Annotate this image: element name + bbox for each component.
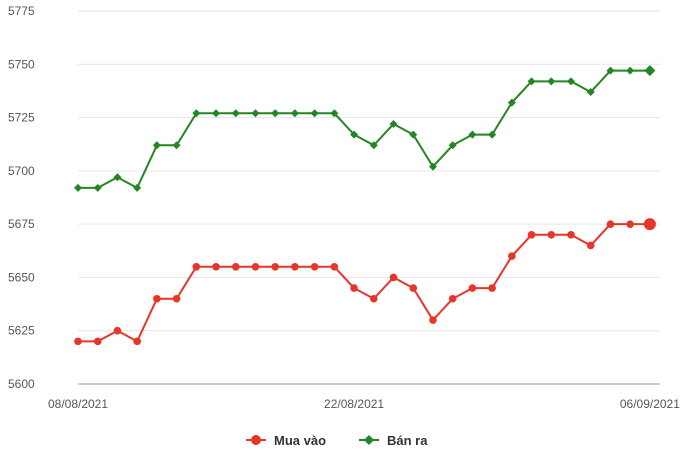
x-tick-label: 22/08/2021 [324, 397, 384, 411]
data-point[interactable] [271, 109, 280, 118]
data-point[interactable] [330, 262, 339, 271]
data-point[interactable] [508, 252, 516, 260]
data-point[interactable] [310, 262, 319, 271]
data-point[interactable] [488, 130, 497, 139]
data-point[interactable] [547, 77, 556, 86]
data-point[interactable] [586, 241, 595, 250]
data-point[interactable] [606, 66, 615, 75]
y-tick-label: 5775 [8, 4, 35, 18]
data-point[interactable] [74, 337, 82, 346]
data-point[interactable] [290, 109, 299, 118]
x-tick-label: 06/09/2021 [620, 397, 680, 411]
data-point[interactable] [644, 65, 656, 77]
x-tick-label: 08/08/2021 [48, 397, 108, 411]
data-point[interactable] [231, 109, 240, 118]
data-point[interactable] [527, 77, 536, 86]
data-point[interactable] [133, 183, 142, 192]
data-point[interactable] [389, 273, 398, 282]
data-point[interactable] [468, 130, 477, 139]
data-point[interactable] [350, 284, 358, 292]
data-point[interactable] [192, 109, 201, 118]
grid [78, 10, 660, 332]
data-point[interactable] [547, 231, 556, 239]
series-line [78, 69, 650, 190]
data-point[interactable] [133, 337, 141, 346]
data-point[interactable] [350, 130, 359, 139]
y-tick-label: 5725 [8, 111, 35, 125]
y-tick-label: 5650 [8, 270, 35, 284]
data-point[interactable] [251, 262, 260, 271]
data-point[interactable] [448, 141, 457, 150]
y-tick-label: 5600 [8, 377, 35, 391]
data-point[interactable] [93, 337, 102, 346]
y-tick-label: 5700 [8, 164, 35, 178]
data-point[interactable] [310, 109, 319, 118]
data-point[interactable] [113, 326, 122, 335]
data-point[interactable] [606, 220, 615, 228]
data-point[interactable] [409, 130, 418, 139]
legend-item-mua-vao[interactable]: Mua vào [246, 433, 326, 448]
data-point[interactable] [567, 231, 575, 239]
y-tick-label: 5625 [8, 324, 35, 338]
series-line [78, 223, 650, 343]
data-point[interactable] [643, 218, 656, 231]
data-point[interactable] [172, 294, 181, 303]
data-point[interactable] [626, 66, 635, 75]
data-point[interactable] [448, 294, 457, 303]
data-point[interactable] [74, 183, 82, 192]
data-point[interactable] [251, 109, 260, 118]
series-mua-vao [74, 218, 656, 346]
axes: 5600 5625 5650 5675 5700 5725 5750 5775 08/08/20… [8, 4, 680, 411]
data-point[interactable] [291, 262, 299, 271]
data-point[interactable] [330, 109, 339, 118]
legend-label: Mua vào [274, 433, 326, 448]
data-point[interactable] [172, 141, 181, 150]
y-tick-label: 5675 [8, 217, 35, 231]
data-point[interactable] [192, 262, 201, 271]
series-ban-ra [74, 65, 656, 192]
data-point[interactable] [231, 262, 240, 271]
data-point[interactable] [409, 284, 418, 292]
data-point[interactable] [488, 284, 496, 292]
data-point[interactable] [271, 262, 280, 271]
data-point[interactable] [429, 316, 437, 324]
data-point[interactable] [369, 141, 378, 150]
data-point[interactable] [212, 109, 221, 118]
data-point[interactable] [527, 231, 536, 239]
data-point[interactable] [153, 294, 161, 303]
legend-item-ban-ra[interactable]: Bán ra [359, 433, 428, 448]
data-point[interactable] [567, 77, 575, 86]
data-point[interactable] [93, 183, 102, 192]
data-point[interactable] [586, 87, 595, 96]
data-point[interactable] [389, 119, 398, 128]
y-tick-label: 5750 [8, 57, 35, 71]
data-point[interactable] [626, 220, 634, 228]
legend-marker-circle [251, 435, 261, 445]
legend-marker-diamond [364, 435, 374, 445]
data-point[interactable] [507, 98, 516, 107]
data-point[interactable] [152, 141, 161, 150]
legend-label: Bán ra [387, 433, 428, 448]
data-point[interactable] [113, 173, 122, 182]
data-point[interactable] [370, 294, 378, 303]
data-point[interactable] [428, 162, 437, 171]
data-point[interactable] [212, 262, 220, 271]
data-point[interactable] [468, 284, 477, 292]
series-layer [74, 65, 656, 346]
legend: Mua vào Bán ra [246, 433, 428, 448]
